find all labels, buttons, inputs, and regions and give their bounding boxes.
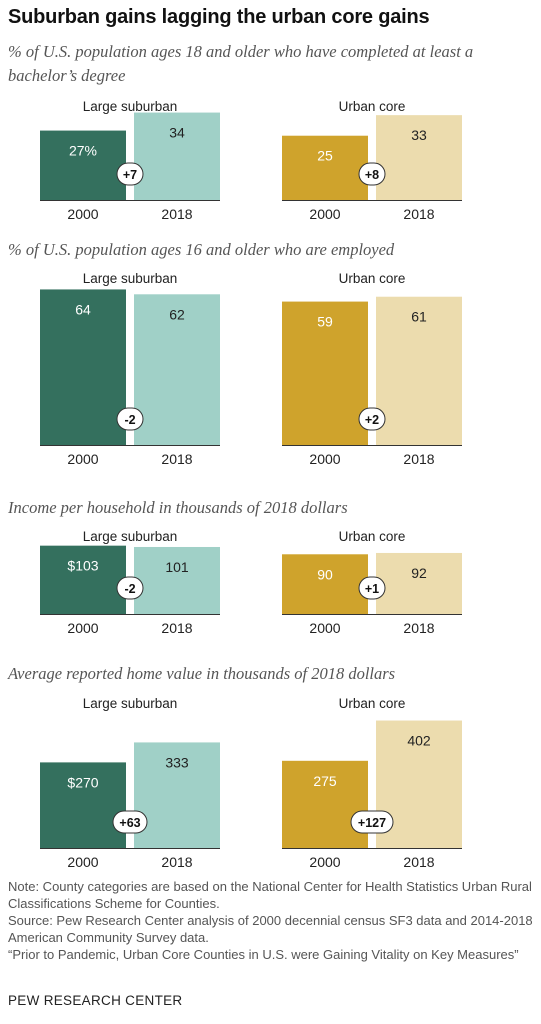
data-label-large-suburban-2018: 34 <box>169 125 185 141</box>
change-badge-large-suburban <box>116 576 144 600</box>
tick-label-large-suburban-2000: 2000 <box>67 620 98 636</box>
subtitle-employed: % of U.S. population ages 16 and older w… <box>8 240 395 259</box>
tick-label-large-suburban-2018: 2018 <box>161 206 192 222</box>
panel-label-urban-core: Urban core <box>339 696 406 711</box>
change-label-urban-core: +127 <box>358 816 386 830</box>
data-label-urban-core-2000: 90 <box>317 566 333 582</box>
tick-label-urban-core-2000: 2000 <box>309 451 340 467</box>
tick-label-urban-core-2018: 2018 <box>403 620 434 636</box>
notes: Note: County categories are based on the… <box>8 878 533 963</box>
data-label-urban-core-2000: 275 <box>313 773 337 789</box>
bar-urban-core-2000 <box>282 135 368 200</box>
bar-large-suburban-2018 <box>134 742 220 848</box>
tick-label-large-suburban-2000: 2000 <box>67 206 98 222</box>
bar-large-suburban-2000 <box>40 289 126 445</box>
data-label-urban-core-2000: 25 <box>317 148 333 164</box>
change-badge-urban-core <box>358 576 386 600</box>
panel-label-large-suburban: Large suburban <box>83 696 178 711</box>
panel-label-large-suburban: Large suburban <box>83 271 178 286</box>
change-badge-urban-core <box>350 810 394 834</box>
panel-label-urban-core: Urban core <box>339 99 406 114</box>
data-label-large-suburban-2000: $103 <box>67 558 98 574</box>
panel-label-large-suburban: Large suburban <box>83 99 178 114</box>
change-label-urban-core: +8 <box>365 168 379 182</box>
tick-label-urban-core-2018: 2018 <box>403 854 434 870</box>
bar-large-suburban-2000 <box>40 762 126 848</box>
data-label-urban-core-2000: 59 <box>317 314 333 330</box>
panel-label-large-suburban: Large suburban <box>83 529 178 544</box>
data-label-large-suburban-2018: 333 <box>165 754 189 770</box>
bar-urban-core-2018 <box>376 115 462 200</box>
bar-large-suburban-2018 <box>134 546 220 614</box>
subtitle-bachelors: % of U.S. population ages 18 and older w… <box>8 42 474 85</box>
bar-urban-core-2000 <box>282 301 368 445</box>
change-label-large-suburban: -2 <box>124 413 135 427</box>
data-label-large-suburban-2018: 101 <box>165 559 189 575</box>
bar-large-suburban-2000 <box>40 545 126 614</box>
change-badge-large-suburban <box>116 162 144 186</box>
change-label-large-suburban: -2 <box>124 582 135 596</box>
tick-label-urban-core-2018: 2018 <box>403 206 434 222</box>
change-badge-urban-core <box>358 407 386 431</box>
tick-label-large-suburban-2018: 2018 <box>161 620 192 636</box>
data-label-urban-core-2018: 92 <box>411 565 427 581</box>
change-badge-urban-core <box>358 162 386 186</box>
data-label-large-suburban-2000: 64 <box>75 301 91 317</box>
tick-label-urban-core-2018: 2018 <box>403 451 434 467</box>
org-name: PEW RESEARCH CENTER <box>8 993 183 1008</box>
chart-title: Suburban gains lagging the urban core ga… <box>8 6 430 28</box>
bar-urban-core-2018 <box>376 552 462 614</box>
bar-urban-core-2000 <box>282 760 368 848</box>
note-text: Note: County categories are based on the… <box>8 879 532 911</box>
tick-label-large-suburban-2018: 2018 <box>161 854 192 870</box>
source-text: Source: Pew Research Center analysis of … <box>8 913 533 945</box>
tick-label-urban-core-2000: 2000 <box>309 620 340 636</box>
data-label-urban-core-2018: 33 <box>411 127 427 143</box>
tick-label-urban-core-2000: 2000 <box>309 854 340 870</box>
panel-label-urban-core: Urban core <box>339 271 406 286</box>
bar-large-suburban-2018 <box>134 294 220 445</box>
change-label-urban-core: +1 <box>365 582 379 596</box>
data-label-urban-core-2018: 61 <box>411 309 427 325</box>
change-label-urban-core: +2 <box>365 413 379 427</box>
data-label-large-suburban-2018: 62 <box>169 306 185 322</box>
tick-label-large-suburban-2018: 2018 <box>161 451 192 467</box>
report-title-text: “Prior to Pandemic, Urban Core Counties … <box>8 947 519 962</box>
change-badge-large-suburban <box>112 810 148 834</box>
change-label-large-suburban: +63 <box>119 816 140 830</box>
change-label-large-suburban: +7 <box>123 168 137 182</box>
subtitle-income: Income per household in thousands of 201… <box>8 498 348 517</box>
bar-large-suburban-2000 <box>40 130 126 200</box>
panel-label-urban-core: Urban core <box>339 529 406 544</box>
data-label-urban-core-2018: 402 <box>407 733 431 749</box>
data-label-large-suburban-2000: $270 <box>67 774 98 790</box>
subtitle-home-value: Average reported home value in thousands… <box>8 664 396 683</box>
tick-label-large-suburban-2000: 2000 <box>67 854 98 870</box>
bar-urban-core-2018 <box>376 296 462 445</box>
change-badge-large-suburban <box>116 407 144 431</box>
data-label-large-suburban-2000: 27% <box>69 143 97 159</box>
bar-urban-core-2000 <box>282 554 368 614</box>
tick-label-large-suburban-2000: 2000 <box>67 451 98 467</box>
tick-label-urban-core-2000: 2000 <box>309 206 340 222</box>
bar-large-suburban-2018 <box>134 112 220 200</box>
